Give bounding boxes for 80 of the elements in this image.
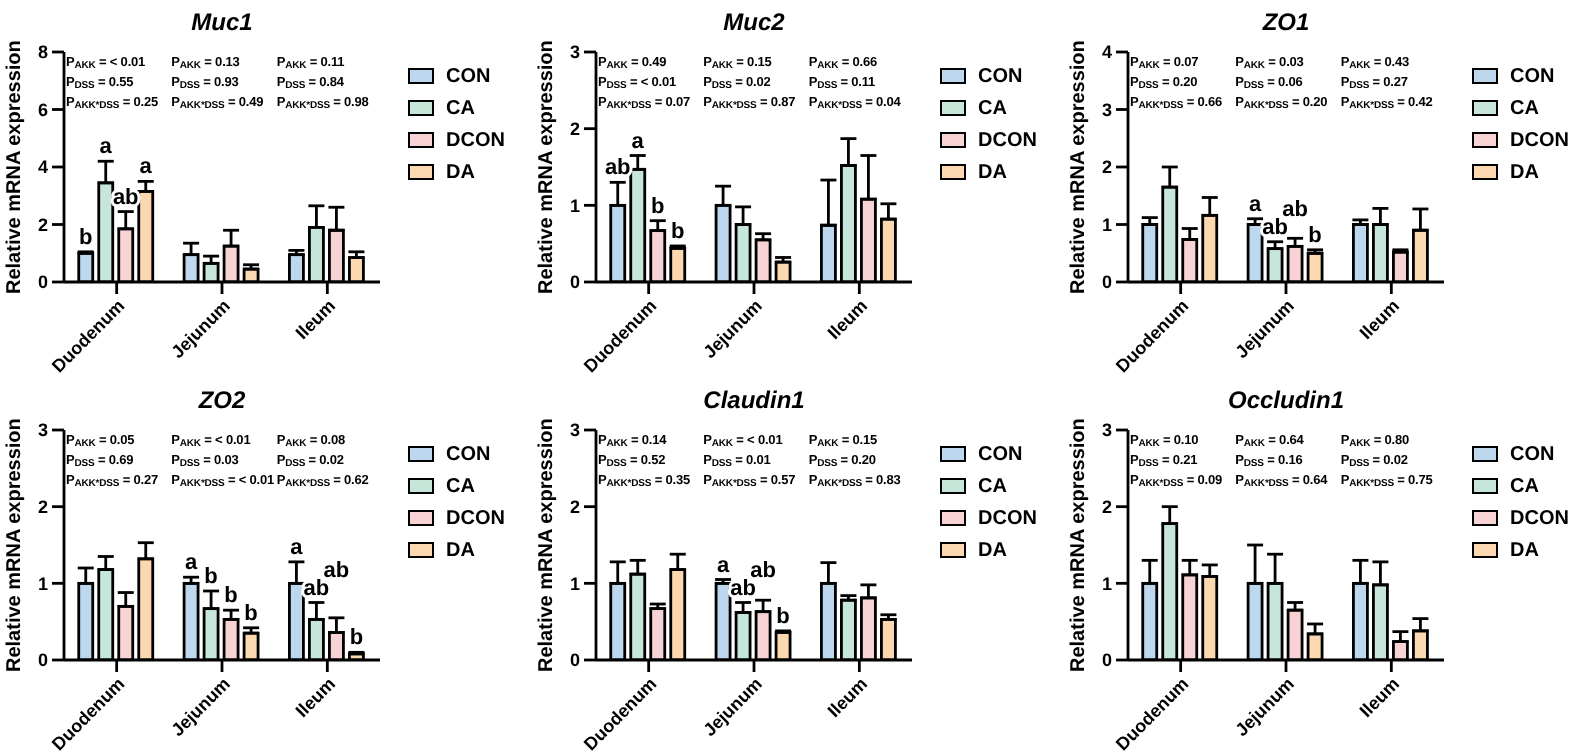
y-axis-title: Relative mRNA expression <box>1068 38 1090 298</box>
data-label: b <box>651 194 666 219</box>
y-tick-label: 0 <box>1101 650 1112 671</box>
data-label: a <box>184 551 199 576</box>
chart-title: Muc1 <box>189 8 255 36</box>
legend-label: CON <box>446 65 491 87</box>
y-tick-label: 0 <box>37 272 48 293</box>
legend-label: DCON <box>446 507 505 529</box>
legend-label: DCON <box>1510 129 1569 151</box>
data-label: b <box>776 604 791 629</box>
legend-label: CON <box>446 443 491 465</box>
data-label: a <box>290 535 305 560</box>
legend-label: CA <box>446 475 475 497</box>
chart-title: Claudin1 <box>701 386 807 414</box>
y-tick-label: 0 <box>1101 272 1112 293</box>
chart-title: ZO1 <box>1260 8 1312 36</box>
legend-label: DCON <box>978 129 1037 151</box>
y-tick-label: 1 <box>37 573 48 594</box>
y-tick-label: 1 <box>1101 214 1112 235</box>
y-tick-label: 2 <box>569 497 580 518</box>
y-tick-label: 1 <box>569 573 580 594</box>
y-tick-label: 2 <box>569 119 580 140</box>
legend-label: DA <box>1510 539 1539 561</box>
y-tick-label: 3 <box>37 420 48 441</box>
data-label: b <box>224 584 239 609</box>
y-tick-label: 3 <box>1101 420 1112 441</box>
data-label: b <box>671 219 686 244</box>
y-tick-label: 0 <box>569 650 580 671</box>
legend-label: DCON <box>446 129 505 151</box>
data-label: b <box>349 626 364 651</box>
chart-title: ZO2 <box>196 386 248 414</box>
chart-title: Occludin1 <box>1225 386 1346 414</box>
y-tick-label: 0 <box>37 650 48 671</box>
data-label: a <box>631 129 646 154</box>
data-label: a <box>139 155 154 180</box>
data-label: a <box>1248 192 1263 217</box>
y-axis-title: Relative mRNA expression <box>536 416 558 676</box>
data-label: b <box>204 565 219 589</box>
y-tick-label: 8 <box>37 42 48 63</box>
y-axis-title: Relative mRNA expression <box>1068 416 1090 676</box>
legend-label: CA <box>446 97 475 119</box>
chart-title: Muc2 <box>721 8 787 36</box>
legend-label: CA <box>978 475 1007 497</box>
data-label: b <box>79 225 94 250</box>
legend-label: CA <box>978 97 1007 119</box>
data-label: a <box>99 135 114 160</box>
data-label: ab <box>604 156 632 181</box>
legend-label: DA <box>446 161 475 183</box>
y-tick-label: 3 <box>569 420 580 441</box>
y-tick-label: 6 <box>37 99 48 120</box>
y-axis-title: Relative mRNA expression <box>536 38 558 298</box>
legend-label: DA <box>978 539 1007 561</box>
data-label: b <box>1308 223 1323 248</box>
legend-label: CON <box>1510 65 1555 87</box>
y-tick-label: 1 <box>569 195 580 216</box>
data-label: a <box>716 553 731 578</box>
legend-label: DA <box>446 539 475 561</box>
y-tick-label: 3 <box>1101 99 1112 120</box>
y-tick-label: 2 <box>37 214 48 235</box>
legend-label: CON <box>978 65 1023 87</box>
legend-label: DCON <box>1510 507 1569 529</box>
y-tick-label: 4 <box>37 157 48 178</box>
y-tick-label: 2 <box>1101 157 1112 178</box>
y-axis-title: Relative mRNA expression <box>4 38 26 298</box>
y-tick-label: 4 <box>1101 42 1112 63</box>
y-axis-title: Relative mRNA expression <box>4 416 26 676</box>
y-tick-label: 2 <box>37 497 48 518</box>
y-tick-label: 1 <box>1101 573 1112 594</box>
legend-label: CA <box>1510 97 1539 119</box>
legend-label: CON <box>1510 443 1555 465</box>
legend-label: DA <box>978 161 1007 183</box>
legend-label: CA <box>1510 475 1539 497</box>
y-tick-label: 2 <box>1101 497 1112 518</box>
legend-label: DA <box>1510 161 1539 183</box>
data-label: b <box>244 601 259 626</box>
data-label: ab <box>323 558 350 583</box>
y-tick-label: 3 <box>569 42 580 63</box>
legend-label: CON <box>978 443 1023 465</box>
legend-label: DCON <box>978 507 1037 529</box>
y-tick-label: 0 <box>569 272 580 293</box>
